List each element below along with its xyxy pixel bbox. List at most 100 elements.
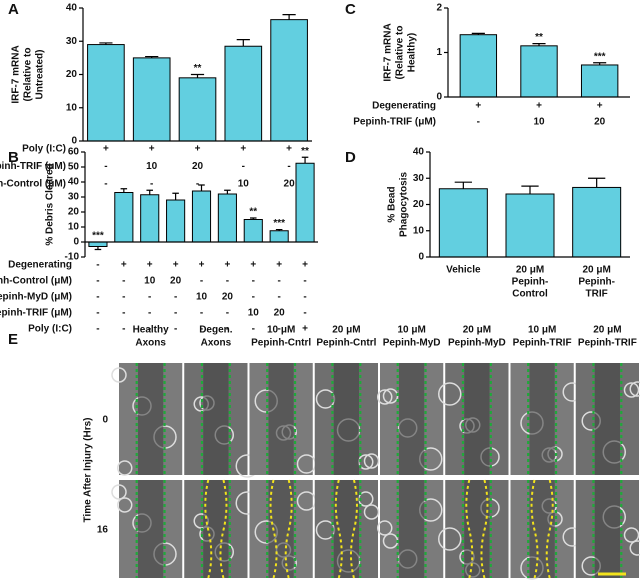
- row-label: 0: [102, 415, 108, 426]
- axon-bundle: [464, 480, 490, 578]
- x-tick-label: Control: [512, 289, 548, 300]
- y-tick-label: 0: [73, 237, 79, 248]
- condition-value: 20: [170, 276, 182, 287]
- condition-value: 20: [222, 292, 234, 303]
- significance: **: [535, 32, 543, 43]
- condition-value: +: [475, 101, 481, 112]
- condition-value: 20: [284, 179, 296, 190]
- column-header: Pepinh-MyD: [448, 338, 506, 349]
- bar: [132, 57, 171, 142]
- axon-bundle: [464, 363, 490, 475]
- condition-value: 10: [533, 117, 545, 128]
- condition-value: +: [276, 260, 282, 271]
- condition-value: -: [226, 324, 229, 335]
- column-header: Degen.: [199, 325, 233, 336]
- condition-value: -: [122, 276, 125, 287]
- y-axis-label: Untreated): [35, 49, 46, 99]
- x-tick-label: TRIF: [586, 289, 608, 300]
- condition-value: +: [240, 144, 246, 155]
- cell: [117, 497, 133, 513]
- debris-boundary: [480, 479, 489, 579]
- axon-bundle: [203, 363, 229, 475]
- debris-boundary: [349, 479, 358, 579]
- significance: **: [249, 207, 257, 218]
- cell: [629, 381, 640, 397]
- y-tick-label: 0: [71, 136, 77, 147]
- condition-value: 10: [238, 179, 250, 190]
- column-header: Pepinh-Cntrl: [251, 338, 311, 349]
- condition-label: Pepinh-TRIF (μM): [353, 117, 436, 128]
- condition-value: -: [150, 179, 153, 190]
- bar: [580, 64, 619, 98]
- condition-value: 10: [146, 161, 158, 172]
- debris-boundary: [284, 479, 293, 579]
- panel-label: A: [8, 1, 19, 18]
- y-tick-label: 30: [68, 192, 80, 203]
- condition-value: +: [286, 144, 292, 155]
- debris-boundary: [545, 479, 554, 579]
- y-axis-label: % Bead: [387, 186, 398, 222]
- significance: **: [194, 63, 202, 74]
- column-header: Healthy: [133, 325, 170, 336]
- error-bar: [588, 177, 606, 188]
- error-bar: [99, 42, 113, 45]
- column-header: Axons: [135, 338, 166, 349]
- bar: [243, 219, 263, 243]
- cell: [363, 504, 380, 520]
- y-tick-label: 30: [66, 36, 78, 47]
- debris-boundary: [530, 479, 539, 579]
- axon-bundle: [137, 480, 164, 578]
- y-tick-label: 50: [68, 162, 80, 173]
- y-tick-label: 20: [413, 199, 425, 210]
- condition-value: -: [196, 179, 199, 190]
- condition-label: Pepinh-TRIF (μM): [0, 308, 72, 319]
- y-tick-label: 20: [68, 207, 80, 218]
- bar: [505, 193, 555, 258]
- bar: [88, 241, 108, 247]
- condition-label: Pepinh-Control (μM): [0, 276, 72, 287]
- debris-boundary: [219, 479, 228, 579]
- column-header: 20 μM: [593, 325, 621, 336]
- condition-value: -: [174, 292, 177, 303]
- condition-label: Pepinh-Control (μM): [0, 179, 66, 190]
- condition-value: +: [302, 260, 308, 271]
- error-bar: [532, 43, 546, 46]
- bar: [191, 190, 212, 243]
- y-tick-label: 10: [66, 102, 78, 113]
- error-bar: [454, 181, 472, 189]
- x-tick-label: 20 μM: [582, 265, 610, 276]
- error-bar: [593, 62, 607, 65]
- panel-label: C: [345, 1, 356, 18]
- y-tick-label: 10: [413, 225, 425, 236]
- cell: [629, 540, 640, 556]
- bar: [114, 192, 134, 243]
- y-axis-label: (Relative to: [395, 26, 406, 80]
- y-axis-label: IRF-7 mRNA: [11, 45, 22, 103]
- axon-bundle: [203, 480, 229, 578]
- condition-value: +: [173, 260, 179, 271]
- bar: [270, 19, 308, 142]
- x-tick-label: Vehicle: [446, 265, 481, 276]
- condition-value: -: [148, 292, 151, 303]
- condition-value: -: [226, 276, 229, 287]
- y-axis-label: Healthy): [407, 33, 418, 72]
- axon-bundle: [333, 363, 360, 475]
- axon-bundle: [398, 480, 425, 578]
- condition-value: -: [303, 276, 306, 287]
- condition-value: +: [149, 144, 155, 155]
- error-bar: [471, 32, 485, 35]
- column-header: 20 μM: [332, 325, 360, 336]
- condition-value: -: [122, 308, 125, 319]
- condition-value: -: [96, 276, 99, 287]
- bar: [166, 199, 186, 243]
- significance: ***: [92, 231, 104, 242]
- error-bar: [521, 185, 539, 194]
- cell: [377, 389, 393, 405]
- bar: [438, 188, 488, 258]
- axon-bundle: [268, 363, 294, 475]
- y-tick-label: 40: [66, 3, 78, 14]
- row-label: 16: [97, 525, 109, 536]
- condition-label: Pepinh-TRIF (μM): [0, 161, 66, 172]
- condition-value: -: [303, 308, 306, 319]
- condition-value: 20: [192, 161, 204, 172]
